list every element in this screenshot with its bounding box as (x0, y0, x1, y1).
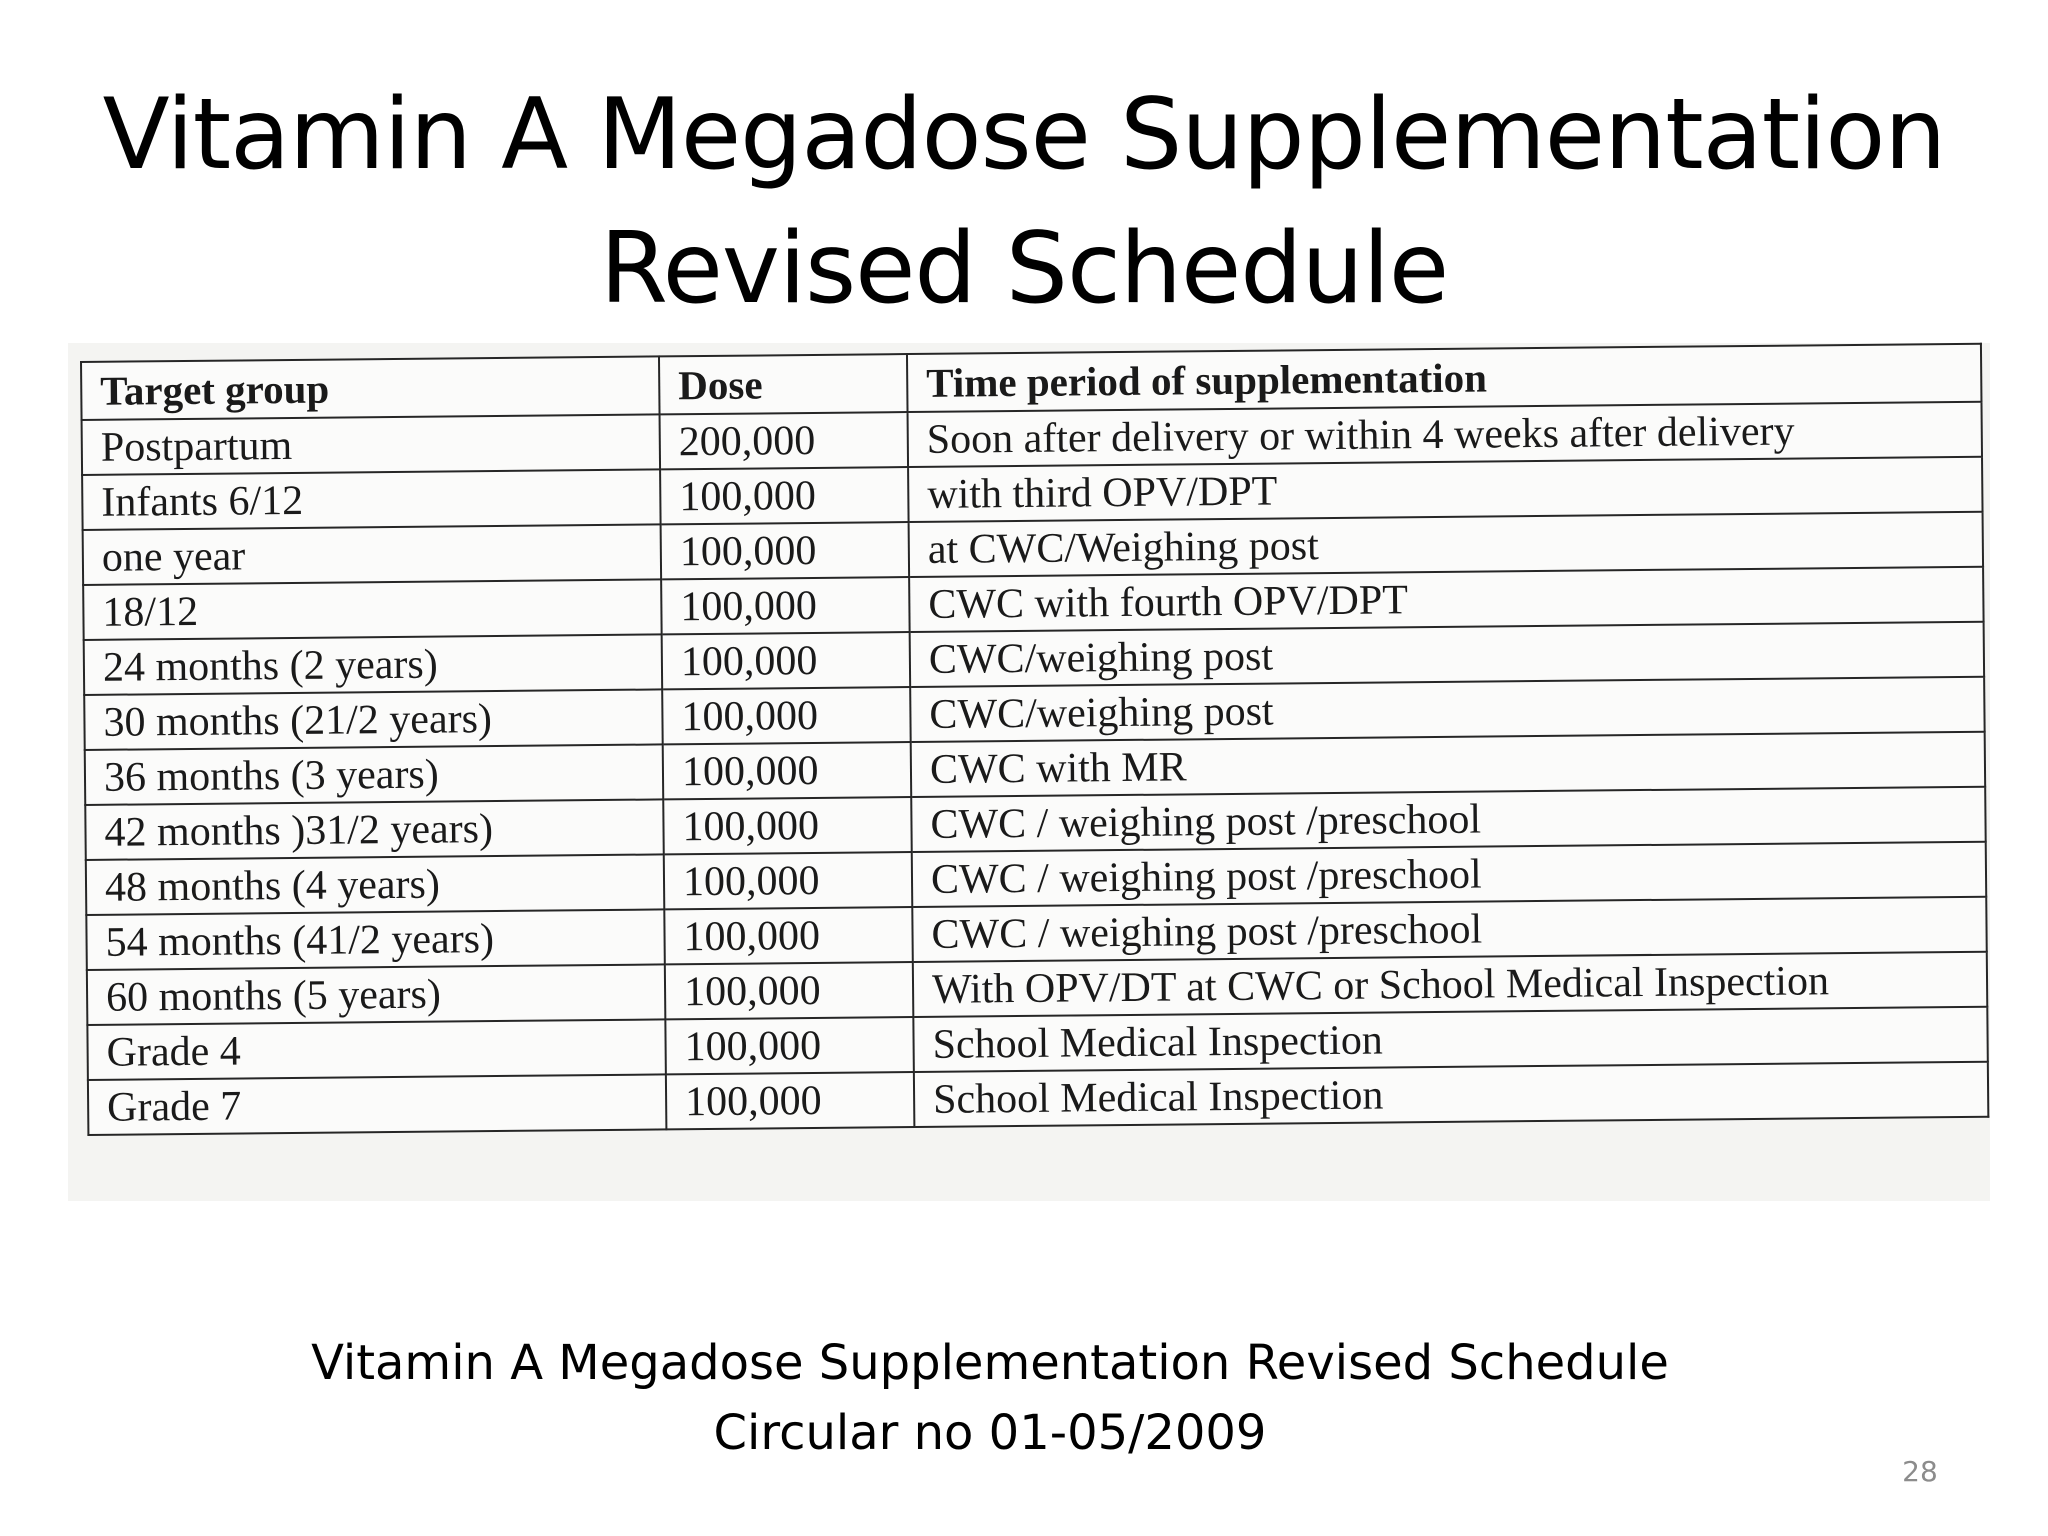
cell-dose: 100,000 (665, 1017, 914, 1075)
slide-title-line-1: Vitamin A Megadose Supplementation (102, 78, 1947, 192)
header-dose: Dose (658, 354, 908, 415)
cell-time-period: at CWC/Weighing post (908, 511, 1984, 578)
cell-target-group: Grade 7 (87, 1074, 667, 1135)
header-target-group: Target group (81, 356, 660, 420)
cell-dose: 100,000 (661, 632, 911, 690)
cell-dose: 100,000 (665, 1072, 915, 1130)
scanned-table-image: Target group Dose Time period of supplem… (68, 342, 1990, 1201)
cell-target-group: 42 months )31/2 years) (85, 799, 664, 860)
cell-target-group: 60 months (5 years) (86, 964, 666, 1025)
cell-time-period: School Medical Inspection (913, 1061, 1989, 1128)
cell-target-group: 18/12 (83, 579, 662, 640)
slide-caption: Vitamin A Megadose Supplementation Revis… (0, 1328, 1980, 1468)
cell-target-group: 54 months (41/2 years) (86, 909, 665, 970)
cell-dose: 100,000 (663, 797, 912, 855)
cell-dose: 200,000 (659, 412, 909, 470)
slide-title: Vitamin A Megadose Supplementation Revis… (0, 68, 2048, 336)
cell-time-period: CWC with MR (910, 731, 1986, 798)
cell-time-period: CWC / weighing post /preschool (911, 841, 1987, 908)
cell-target-group: 36 months (3 years) (84, 744, 664, 805)
cell-target-group: 30 months (21/2 years) (84, 689, 663, 750)
caption-line-1: Vitamin A Megadose Supplementation Revis… (311, 1335, 1669, 1391)
cell-dose: 100,000 (662, 687, 911, 745)
cell-target-group: Postpartum (81, 414, 661, 475)
cell-time-period: CWC/weighing post (909, 621, 1985, 688)
cell-target-group: Grade 4 (87, 1019, 666, 1080)
cell-time-period: School Medical Inspection (913, 1006, 1988, 1073)
cell-dose: 100,000 (664, 962, 914, 1020)
cell-time-period: CWC/weighing post (910, 676, 1985, 743)
cell-time-period: Soon after delivery or within 4 weeks af… (907, 401, 1983, 468)
slide-title-line-2: Revised Schedule (599, 212, 1449, 326)
header-time-period: Time period of supplementation (906, 343, 1982, 413)
cell-dose: 100,000 (661, 577, 910, 635)
cell-time-period: CWC with fourth OPV/DPT (909, 566, 1984, 633)
cell-target-group: Infants 6/12 (82, 469, 661, 530)
cell-target-group: 48 months (4 years) (85, 854, 665, 915)
cell-time-period: with third OPV/DPT (908, 456, 1983, 523)
cell-dose: 100,000 (664, 907, 913, 965)
table-wrapper: Target group Dose Time period of supplem… (80, 342, 1990, 1173)
cell-time-period: With OPV/DT at CWC or School Medical Ins… (912, 951, 1988, 1018)
page-number: 28 (1902, 1455, 1938, 1488)
supplementation-schedule-table: Target group Dose Time period of supplem… (80, 342, 1990, 1136)
cell-time-period: CWC / weighing post /preschool (912, 896, 1987, 963)
caption-line-2: Circular no 01-05/2009 (713, 1405, 1267, 1461)
cell-dose: 100,000 (660, 522, 910, 580)
cell-dose: 100,000 (662, 742, 912, 800)
cell-dose: 100,000 (660, 467, 909, 525)
cell-time-period: CWC / weighing post /preschool (911, 786, 1986, 853)
cell-target-group: 24 months (2 years) (83, 634, 663, 695)
cell-target-group: one year (82, 524, 662, 585)
cell-dose: 100,000 (663, 852, 913, 910)
